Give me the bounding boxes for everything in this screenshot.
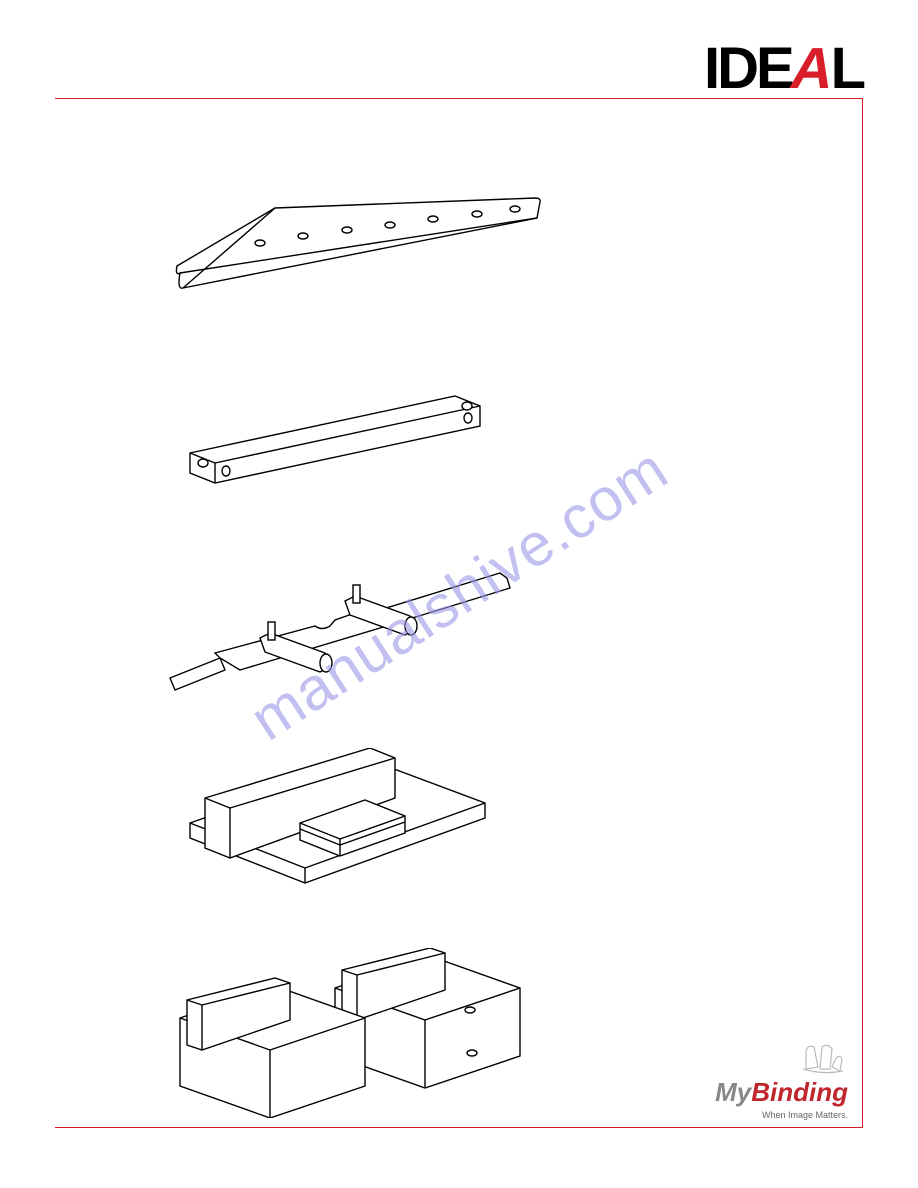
footer-tagline: When Image Matters. <box>715 1110 848 1120</box>
diagram-tool <box>160 558 520 708</box>
tool-svg <box>160 558 520 708</box>
diagram-boxes <box>160 948 530 1118</box>
frame-right <box>862 98 863 1128</box>
diagram-bar <box>170 378 500 498</box>
frame-bottom <box>55 1127 863 1128</box>
footer-icon <box>798 1039 848 1077</box>
diagram-blade <box>155 188 555 308</box>
brand-part1: IDE <box>704 36 792 101</box>
footer-binding: Binding <box>751 1077 848 1107</box>
bar-svg <box>170 378 500 498</box>
brand-logo: IDEAL <box>704 35 863 102</box>
footer-brand: MyBinding <box>715 1077 848 1108</box>
boxes-svg <box>160 948 530 1118</box>
footer-logo: MyBinding When Image Matters. <box>715 1039 848 1120</box>
frame-top <box>55 98 863 99</box>
diagram-tray <box>170 748 500 908</box>
page: IDEAL <box>0 0 918 1188</box>
footer-my: My <box>715 1077 751 1107</box>
tray-svg <box>170 748 500 908</box>
blade-svg <box>155 188 555 308</box>
